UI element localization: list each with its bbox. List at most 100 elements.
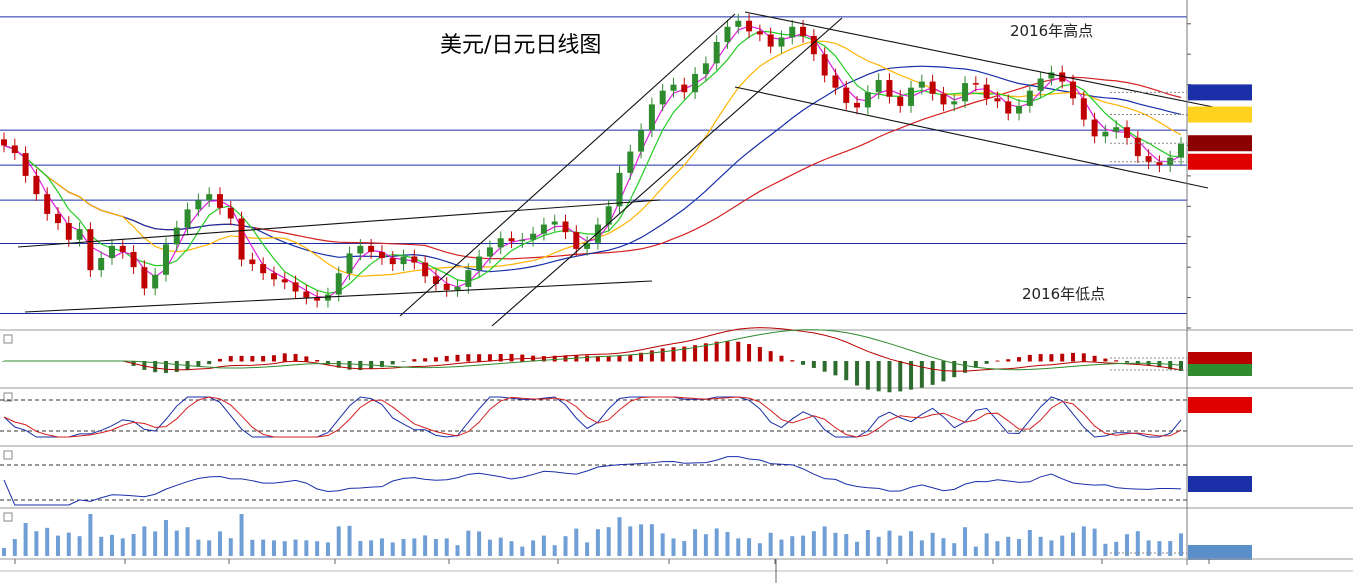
trend-line — [744, 11, 1229, 111]
macd-hist-bar — [1049, 354, 1054, 362]
volume-bar — [1157, 541, 1162, 556]
volume-bar — [23, 523, 28, 556]
volume-bar — [487, 539, 492, 556]
volume-bar — [973, 546, 978, 556]
macd-hist-bar — [1168, 361, 1173, 370]
macd-hist-bar — [552, 355, 557, 362]
volume-bar — [768, 532, 773, 556]
volume-bar — [325, 542, 330, 556]
candle — [800, 26, 807, 36]
macd-hist-bar — [315, 359, 320, 362]
candle — [756, 31, 763, 35]
candle — [1037, 78, 1044, 91]
volume-bar — [358, 541, 363, 556]
volume-bar — [919, 540, 924, 556]
macd-hist-bar — [217, 358, 222, 362]
macd-hist-bar — [606, 356, 611, 362]
volume-bar — [369, 540, 374, 556]
candle — [76, 229, 83, 240]
candle — [724, 26, 731, 43]
candle — [206, 194, 213, 201]
candle — [1, 139, 7, 146]
candle — [972, 83, 979, 85]
volume-bar — [1038, 536, 1043, 556]
candle — [33, 175, 40, 195]
macd-hist-bar — [250, 356, 255, 362]
macd-hist-bar — [358, 361, 363, 371]
volume-bar — [909, 531, 914, 556]
candle — [886, 80, 893, 97]
candle — [1005, 101, 1012, 114]
candle — [1048, 72, 1055, 79]
volume-bar — [1179, 533, 1183, 556]
volume-bar — [1049, 540, 1054, 556]
macd-tag — [1188, 352, 1252, 364]
volume-bar — [952, 543, 957, 556]
volume-bar — [736, 538, 741, 556]
volume-bar — [595, 529, 600, 556]
candle — [1070, 81, 1077, 99]
macd-hist-bar — [963, 361, 968, 373]
volume-bar — [714, 528, 719, 556]
volume-bar — [930, 532, 935, 556]
volume-bar — [531, 540, 536, 556]
volume-bar — [790, 536, 795, 556]
candle — [422, 262, 429, 277]
macd-hist-bar — [401, 361, 406, 362]
volume-bar — [703, 534, 708, 556]
volume-bar — [1114, 541, 1119, 556]
candle — [346, 253, 353, 274]
candle — [789, 26, 796, 38]
candle — [929, 81, 936, 94]
macd-hist-bar — [617, 355, 622, 362]
candle — [216, 194, 223, 208]
volume-bar — [660, 533, 665, 556]
volume-bar — [401, 539, 406, 556]
volume-bar — [876, 536, 881, 556]
macd-hist-bar — [282, 353, 287, 362]
macd-hist-bar — [1092, 355, 1097, 362]
macd-hist-bar — [682, 346, 687, 362]
candle — [702, 63, 709, 74]
volume-bar — [833, 532, 838, 556]
candle — [249, 259, 256, 265]
macd-hist-bar — [228, 356, 233, 362]
macd-hist-bar — [347, 361, 352, 370]
volume-bar — [77, 536, 82, 556]
macd-hist-bar — [919, 361, 924, 388]
macd-hist-bar — [498, 354, 503, 362]
volume-bar — [142, 526, 147, 556]
macd-hist-bar — [1060, 353, 1065, 362]
volume-bar — [455, 545, 460, 556]
macd-hist-bar — [142, 361, 147, 370]
macd-hist-bar — [585, 355, 590, 362]
candle — [335, 273, 342, 295]
candle — [238, 218, 245, 260]
volume-bar — [725, 532, 730, 556]
macd-hist-bar — [379, 361, 384, 368]
candle — [141, 267, 148, 289]
candle — [1091, 119, 1098, 137]
macd-hist-bar — [887, 361, 892, 393]
volume-bar — [336, 526, 341, 556]
candle — [638, 130, 645, 152]
volume-bar — [1006, 536, 1011, 556]
candle — [454, 286, 461, 290]
price-panel — [0, 11, 1229, 327]
volume-bar — [1168, 541, 1173, 556]
candle — [476, 256, 483, 271]
candle — [1145, 156, 1152, 163]
candle — [87, 229, 94, 271]
macd-hist-bar — [444, 355, 449, 362]
volume-bar — [390, 542, 395, 556]
macd-hist-bar — [196, 361, 201, 367]
candle — [1080, 98, 1087, 120]
volume-bar — [282, 541, 287, 556]
volume-bar — [347, 525, 352, 556]
macd-hist-bar — [1125, 361, 1130, 363]
chart-title: 美元/日元日线图 — [440, 33, 601, 58]
volume-bar — [412, 538, 417, 556]
volume-tag — [1188, 545, 1252, 560]
